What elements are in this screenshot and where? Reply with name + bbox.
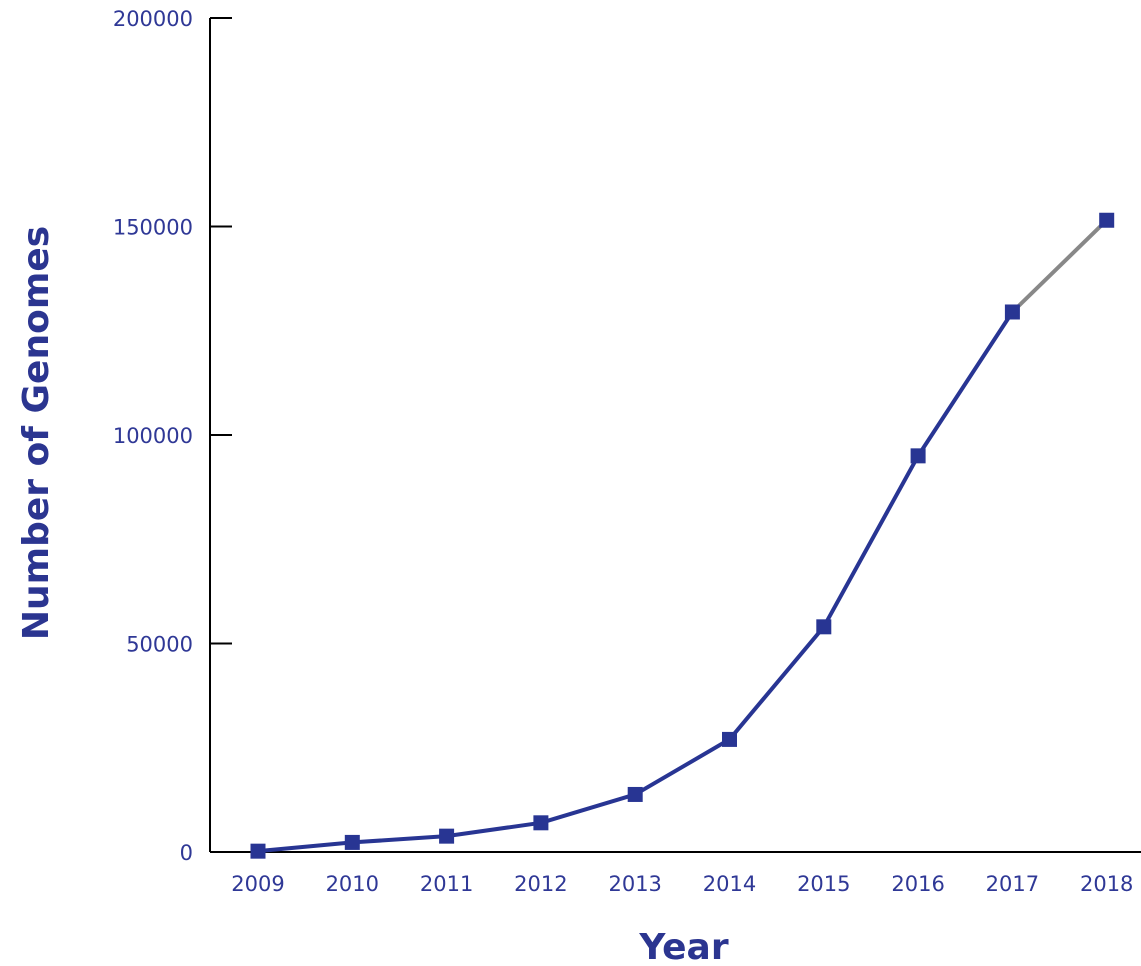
series-line-segment bbox=[633, 737, 732, 797]
x-tick-label: 2011 bbox=[420, 872, 473, 896]
series-lines bbox=[256, 218, 1109, 854]
data-point-2012 bbox=[533, 815, 549, 831]
series-line-segment bbox=[350, 834, 449, 845]
y-tick-label: 0 bbox=[180, 841, 193, 865]
y-axis-title: Number of Genomes bbox=[16, 226, 57, 640]
x-tick-label: 2013 bbox=[608, 872, 661, 896]
projected-line-segment bbox=[1010, 218, 1109, 314]
y-tick-label: 200000 bbox=[113, 7, 193, 31]
x-tick-label: 2010 bbox=[326, 872, 379, 896]
data-point-2017 bbox=[1004, 304, 1020, 320]
x-tick-label: 2018 bbox=[1080, 872, 1133, 896]
x-axis-title: Year bbox=[638, 927, 728, 966]
data-point-2009 bbox=[250, 843, 266, 859]
data-point-2013 bbox=[627, 786, 643, 802]
y-tick-label: 150000 bbox=[113, 216, 193, 240]
data-point-2010 bbox=[344, 834, 360, 850]
series-line-segment bbox=[444, 820, 543, 839]
y-axis-ticks: 0 50000 100000 150000 200000 bbox=[113, 7, 232, 865]
series-line-segment bbox=[256, 840, 355, 854]
x-tick-label: 2009 bbox=[231, 872, 284, 896]
x-tick-label: 2012 bbox=[514, 872, 567, 896]
series-line-segment bbox=[821, 453, 921, 629]
data-point-2014 bbox=[722, 731, 737, 747]
x-tick-label: 2014 bbox=[703, 872, 756, 896]
x-axis-tick-labels: 2009 2010 2011 2012 2013 2014 2015 2016 2017 2018 bbox=[231, 872, 1133, 896]
x-tick-label: 2015 bbox=[797, 872, 850, 896]
data-point-2018 bbox=[1099, 212, 1115, 228]
series-line-segment bbox=[916, 309, 1015, 458]
x-tick-label: 2016 bbox=[891, 872, 944, 896]
series-points bbox=[250, 212, 1115, 859]
data-point-2016 bbox=[910, 448, 926, 464]
y-tick-label: 100000 bbox=[113, 424, 193, 448]
data-point-2015 bbox=[816, 619, 832, 635]
x-tick-label: 2017 bbox=[986, 872, 1039, 896]
series-line-segment bbox=[727, 624, 826, 742]
y-tick-label: 50000 bbox=[126, 633, 193, 657]
data-point-2011 bbox=[439, 828, 455, 844]
series-line-segment bbox=[538, 792, 638, 825]
